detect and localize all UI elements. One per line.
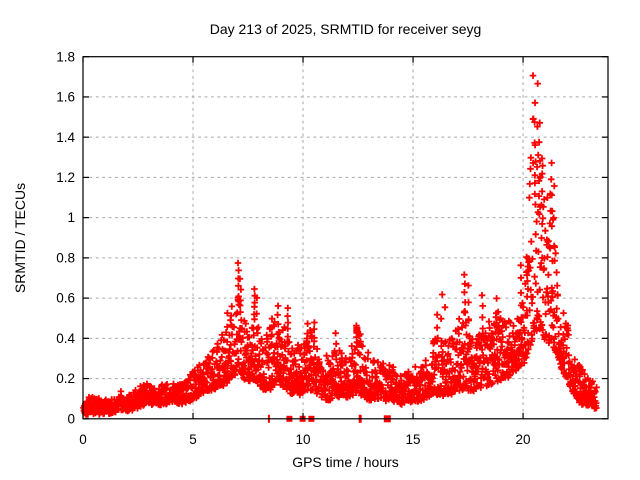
y-tick-label: 0.8	[56, 250, 75, 265]
y-tick-labels: 0 0.2 0.4 0.6 0.8 1 1.2 1.4 1.6 1.8	[56, 49, 75, 426]
x-tick-label: 10	[296, 432, 311, 447]
x-tick-label: 20	[516, 432, 531, 447]
y-tick-label: 1.2	[56, 170, 75, 185]
x-tick-label: 5	[189, 432, 197, 447]
y-tick-label: 0.2	[56, 371, 75, 386]
y-tick-label: 1.4	[56, 130, 75, 145]
event-square	[353, 326, 361, 334]
y-tick-label: 0.6	[56, 291, 75, 306]
y-tick-label: 1	[67, 210, 75, 225]
x-tick-labels: 0 5 10 15 20	[79, 432, 530, 447]
x-tick-label: 15	[406, 432, 421, 447]
scatter-points	[80, 72, 600, 418]
x-tick-label: 0	[79, 432, 87, 447]
y-tick-label: 0	[67, 411, 75, 426]
y-tick-label: 1.6	[56, 90, 75, 105]
chart-title: Day 213 of 2025, SRMTID for receiver sey…	[210, 21, 482, 37]
plot-border	[82, 56, 609, 420]
y-tick-label: 1.8	[56, 49, 75, 64]
axis-ticks	[82, 56, 608, 420]
y-tick-label: 0.4	[56, 331, 75, 346]
x-axis-label: GPS time / hours	[292, 454, 399, 470]
y-axis-label: SRMTID / TECUs	[12, 183, 28, 293]
srmtid-points-path	[80, 72, 600, 418]
